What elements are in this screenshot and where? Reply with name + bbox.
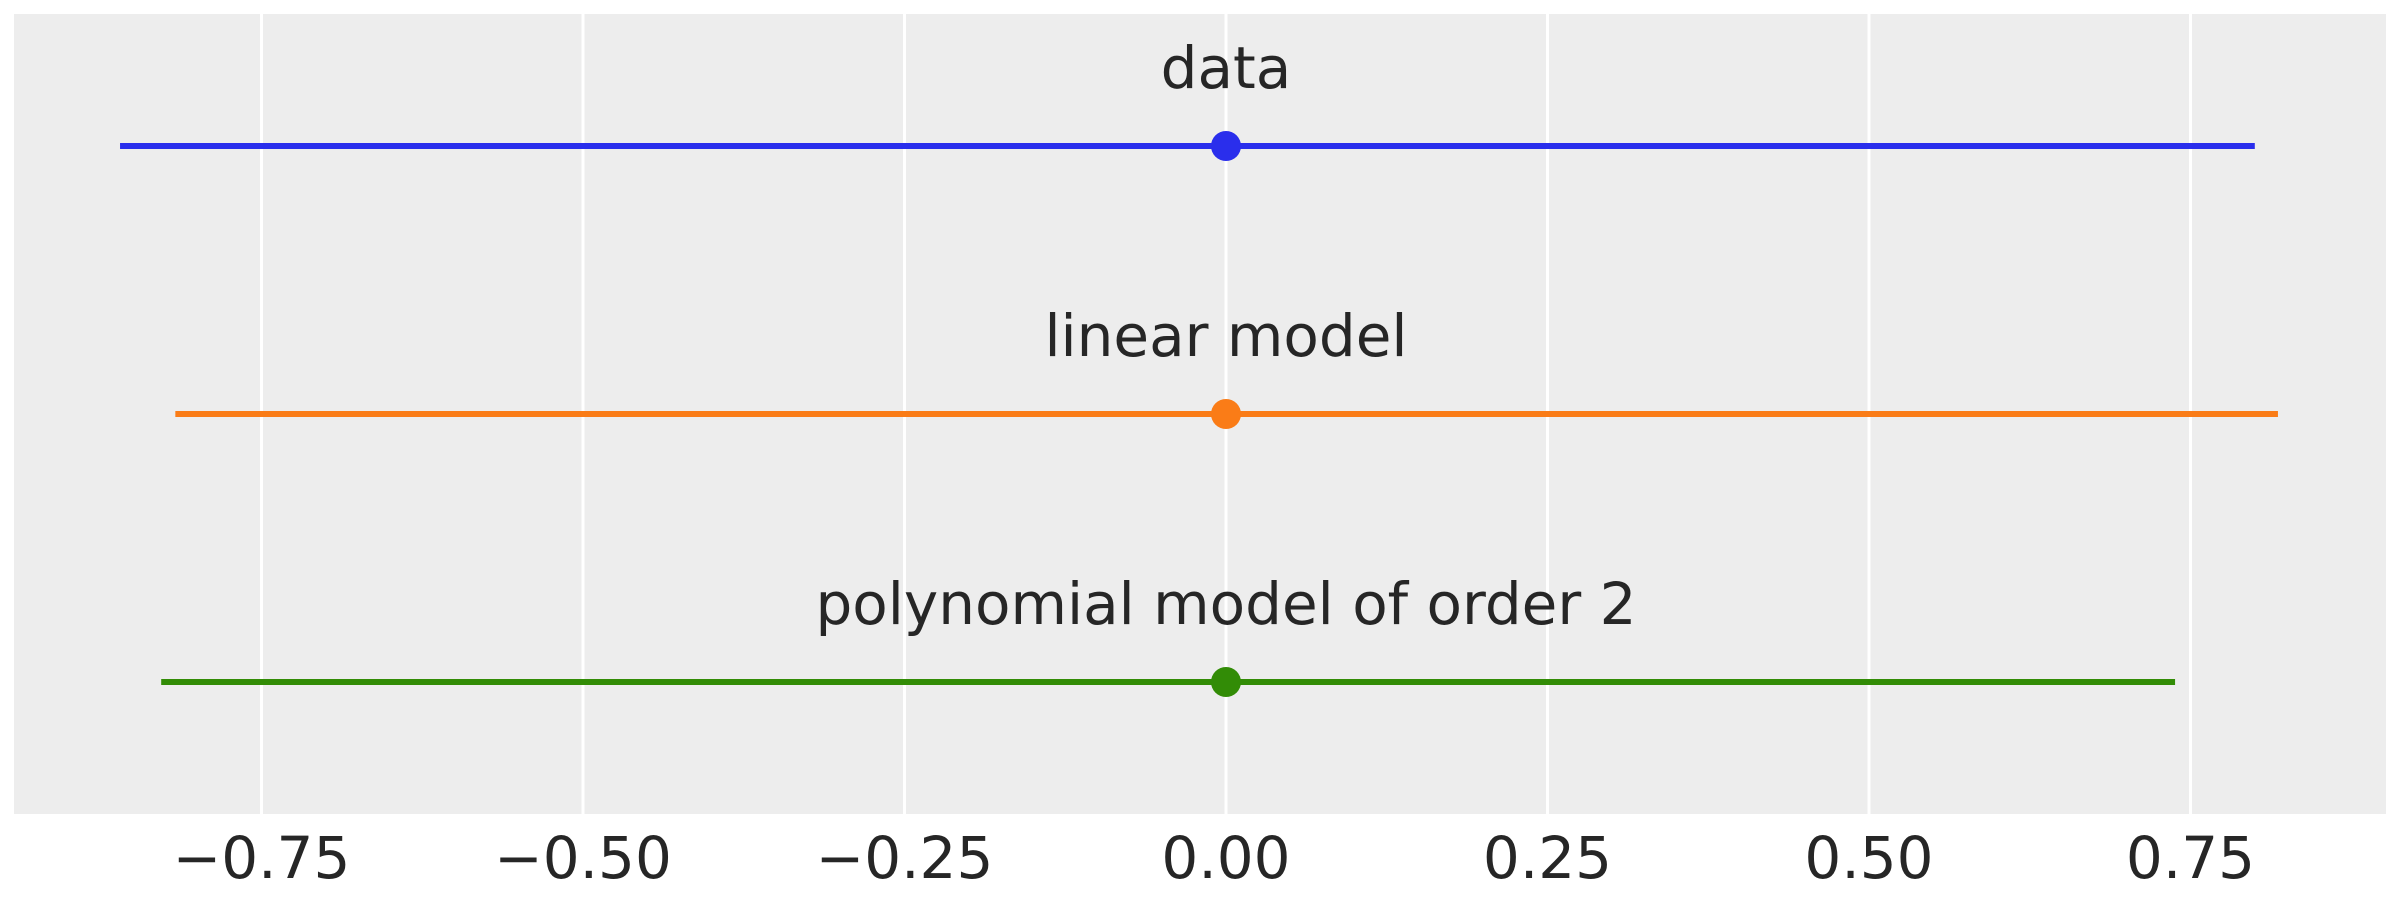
series-2: polynomial model of order 2	[161, 570, 2176, 697]
series-1: linear model	[175, 302, 2278, 429]
series-label: linear model	[1044, 302, 1407, 370]
x-tick-label: −0.50	[494, 824, 672, 892]
x-tick-label: 0.00	[1161, 824, 1290, 892]
x-tick-label: 0.75	[2126, 824, 2255, 892]
point-estimate	[1211, 667, 1241, 697]
series-layer: data linear model polynomial model of orde…	[120, 34, 2278, 697]
x-tick-label: −0.25	[816, 824, 994, 892]
series-label: data	[1161, 34, 1292, 102]
x-tick-label: −0.75	[173, 824, 351, 892]
series-label: polynomial model of order 2	[815, 570, 1636, 638]
point-estimate	[1211, 131, 1241, 161]
x-tick-label: 0.25	[1483, 824, 1612, 892]
series-0: data	[120, 34, 2255, 161]
point-estimate	[1211, 399, 1241, 429]
x-axis-ticks: −0.75 −0.50 −0.25 0.00 0.25 0.50 0.75	[173, 824, 2255, 892]
x-tick-label: 0.50	[1804, 824, 1933, 892]
